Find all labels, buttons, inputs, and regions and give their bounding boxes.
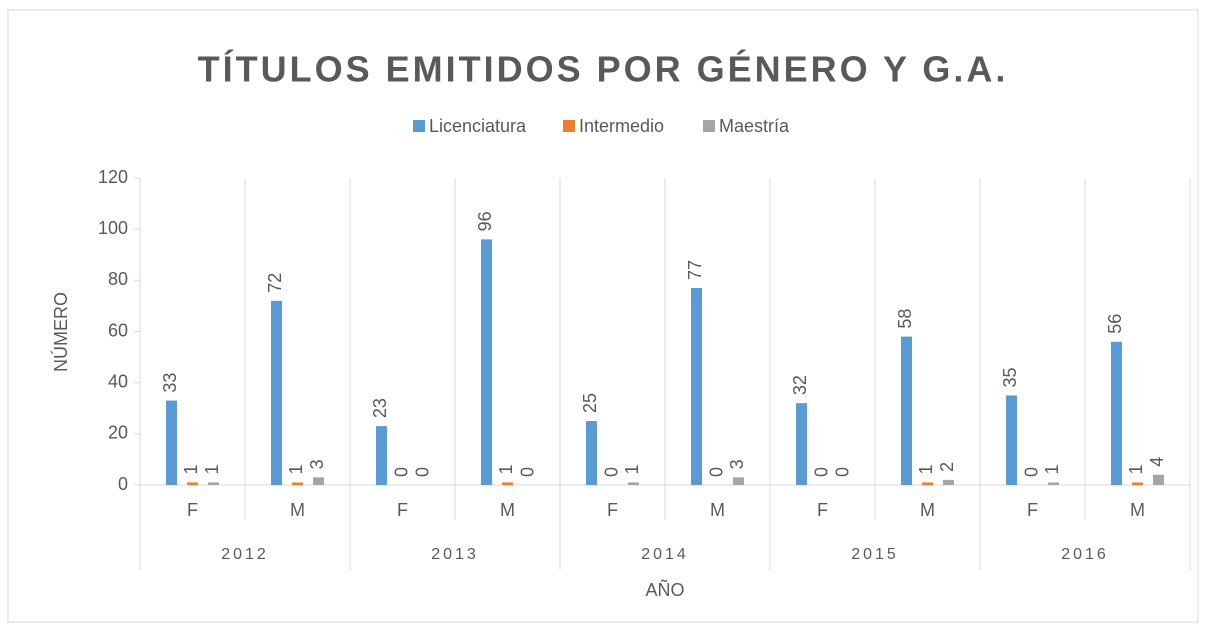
x-tick-label: M — [290, 500, 305, 520]
bar — [376, 426, 387, 485]
bar — [586, 421, 597, 485]
bar — [1132, 482, 1143, 485]
bar — [187, 482, 198, 485]
bar — [901, 336, 912, 485]
x-tick-label: F — [817, 500, 828, 520]
data-label: 56 — [1105, 314, 1125, 334]
data-label: 1 — [181, 464, 201, 474]
data-label: 0 — [412, 467, 432, 477]
data-label: 0 — [811, 467, 831, 477]
data-label: 72 — [265, 273, 285, 293]
x-tick-label: M — [920, 500, 935, 520]
x-axis-label: AÑO — [645, 579, 684, 600]
data-label: 2 — [937, 462, 957, 472]
data-label: 1 — [622, 464, 642, 474]
x-tick-label: M — [710, 500, 725, 520]
data-label: 0 — [391, 467, 411, 477]
data-label: 0 — [517, 467, 537, 477]
data-label: 96 — [475, 211, 495, 231]
group-label: 2014 — [641, 546, 689, 563]
data-label: 1 — [1042, 464, 1062, 474]
bar — [1048, 482, 1059, 485]
legend-swatch — [413, 120, 425, 132]
data-label: 0 — [1021, 467, 1041, 477]
group-label: 2012 — [221, 546, 269, 563]
y-tick-label: 120 — [98, 167, 128, 187]
bar — [796, 403, 807, 485]
bar — [943, 479, 954, 485]
bar — [922, 482, 933, 485]
bar — [733, 477, 744, 485]
x-tick-label: M — [1130, 500, 1145, 520]
data-label: 32 — [790, 375, 810, 395]
bar — [481, 239, 492, 485]
legend-label: Licenciatura — [429, 116, 527, 136]
chart-title: TÍTULOS EMITIDOS POR GÉNERO Y G.A. — [198, 49, 1009, 90]
bar — [271, 300, 282, 485]
legend-label: Intermedio — [579, 116, 664, 136]
y-axis-label: NÚMERO — [50, 292, 71, 372]
data-label: 0 — [832, 467, 852, 477]
group-label: 2016 — [1061, 546, 1109, 563]
bar — [628, 482, 639, 485]
y-tick-label: 100 — [98, 218, 128, 238]
data-label: 1 — [1126, 464, 1146, 474]
y-tick-label: 40 — [108, 371, 128, 391]
data-label: 3 — [727, 459, 747, 469]
bar — [313, 477, 324, 485]
x-tick-label: F — [607, 500, 618, 520]
x-tick-label: F — [187, 500, 198, 520]
y-tick-label: 60 — [108, 320, 128, 340]
data-label: 0 — [706, 467, 726, 477]
bar — [1006, 395, 1017, 485]
data-label: 23 — [370, 398, 390, 418]
x-tick-label: F — [1027, 500, 1038, 520]
bar — [208, 482, 219, 485]
y-tick-label: 20 — [108, 423, 128, 443]
bar — [502, 482, 513, 485]
chart-border — [7, 9, 1199, 623]
data-label: 1 — [496, 464, 516, 474]
data-label: 1 — [202, 464, 222, 474]
bar — [292, 482, 303, 485]
data-label: 77 — [685, 260, 705, 280]
x-tick-label: F — [397, 500, 408, 520]
data-label: 1 — [916, 464, 936, 474]
data-label: 4 — [1147, 457, 1167, 467]
data-label: 35 — [1000, 367, 1020, 387]
data-label: 0 — [601, 467, 621, 477]
legend-swatch — [563, 120, 575, 132]
bar — [691, 288, 702, 485]
data-label: 58 — [895, 309, 915, 329]
legend-swatch — [703, 120, 715, 132]
bar — [1111, 341, 1122, 485]
group-label: 2015 — [851, 546, 899, 563]
x-tick-label: M — [500, 500, 515, 520]
group-label: 2013 — [431, 546, 479, 563]
bar — [166, 400, 177, 485]
data-label: 25 — [580, 393, 600, 413]
y-tick-label: 80 — [108, 269, 128, 289]
data-label: 3 — [307, 459, 327, 469]
bar — [1153, 474, 1164, 485]
data-label: 1 — [286, 464, 306, 474]
legend-label: Maestría — [719, 116, 790, 136]
data-label: 33 — [160, 373, 180, 393]
y-tick-label: 0 — [118, 474, 128, 494]
